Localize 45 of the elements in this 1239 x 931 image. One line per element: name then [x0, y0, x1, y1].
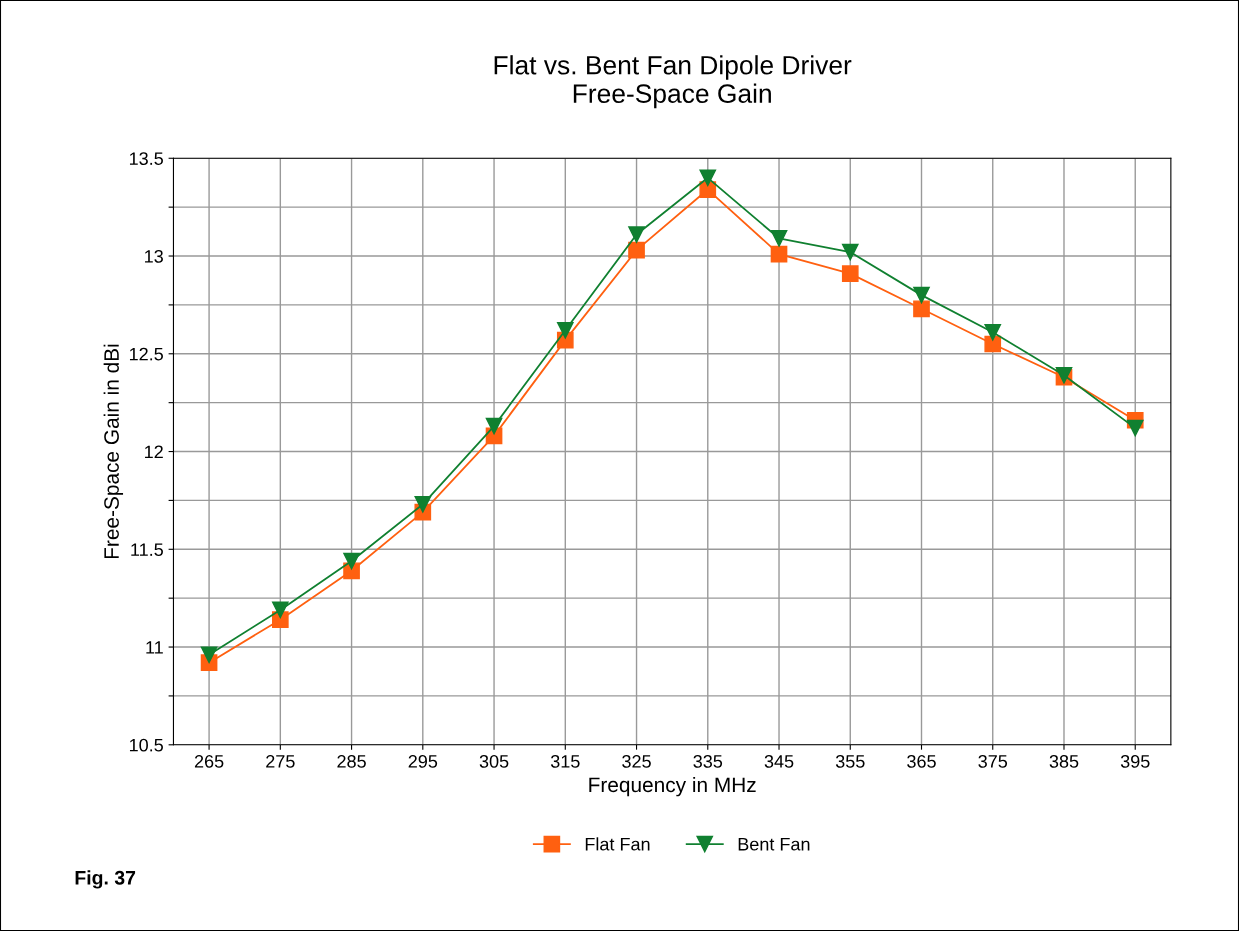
x-axis-title: Frequency in MHz [589, 776, 756, 797]
x-tick-label: 285 [337, 755, 366, 768]
point [770, 245, 788, 263]
x-tick-label: 355 [835, 755, 865, 768]
caption: Fig. 37 [75, 870, 136, 889]
x-tick-label: 275 [266, 755, 295, 768]
x-tick-label: 375 [978, 755, 1008, 768]
point [485, 417, 503, 435]
point [913, 300, 930, 318]
point [1126, 419, 1144, 437]
point [699, 169, 717, 187]
point [556, 321, 574, 339]
x-tick-label: 295 [408, 755, 438, 768]
point [984, 335, 1002, 353]
y-tick-label: 12.5 [129, 347, 163, 361]
point [343, 552, 360, 570]
point [841, 243, 859, 261]
point [628, 241, 645, 259]
point [414, 495, 432, 513]
point [770, 230, 788, 247]
y-tick-label: 13 [145, 249, 163, 263]
y-tick-label: 11.5 [131, 543, 163, 557]
y-axis-title: Free-Space Gain in dBi [103, 344, 124, 559]
x-tick-label: 315 [550, 755, 580, 768]
x-tick-label: 305 [479, 755, 509, 768]
point [271, 601, 289, 619]
legend-label: Flat Fan [585, 837, 650, 851]
point [200, 646, 218, 664]
x-tick-label: 265 [194, 755, 224, 768]
x-tick-label: 335 [693, 755, 723, 768]
legend-label: Bent Fan [738, 837, 810, 851]
x-tick-label: 365 [907, 755, 936, 768]
point [841, 265, 859, 282]
y-tick-label: 13.5 [129, 152, 163, 165]
x-tick-label: 345 [764, 755, 794, 768]
point [984, 323, 1002, 341]
chart-title: Flat vs. Bent Fan Dipole Driver Free-Space Gain [494, 55, 852, 109]
x-tick-label: 395 [1120, 755, 1150, 768]
y-tick-label: 11 [146, 641, 163, 654]
y-tick-label: 10.5 [129, 738, 163, 752]
point [913, 286, 930, 304]
y-tick-label: 12 [145, 445, 163, 459]
x-tick-label: 325 [622, 755, 651, 768]
point [628, 226, 645, 243]
x-tick-label: 385 [1049, 755, 1079, 768]
